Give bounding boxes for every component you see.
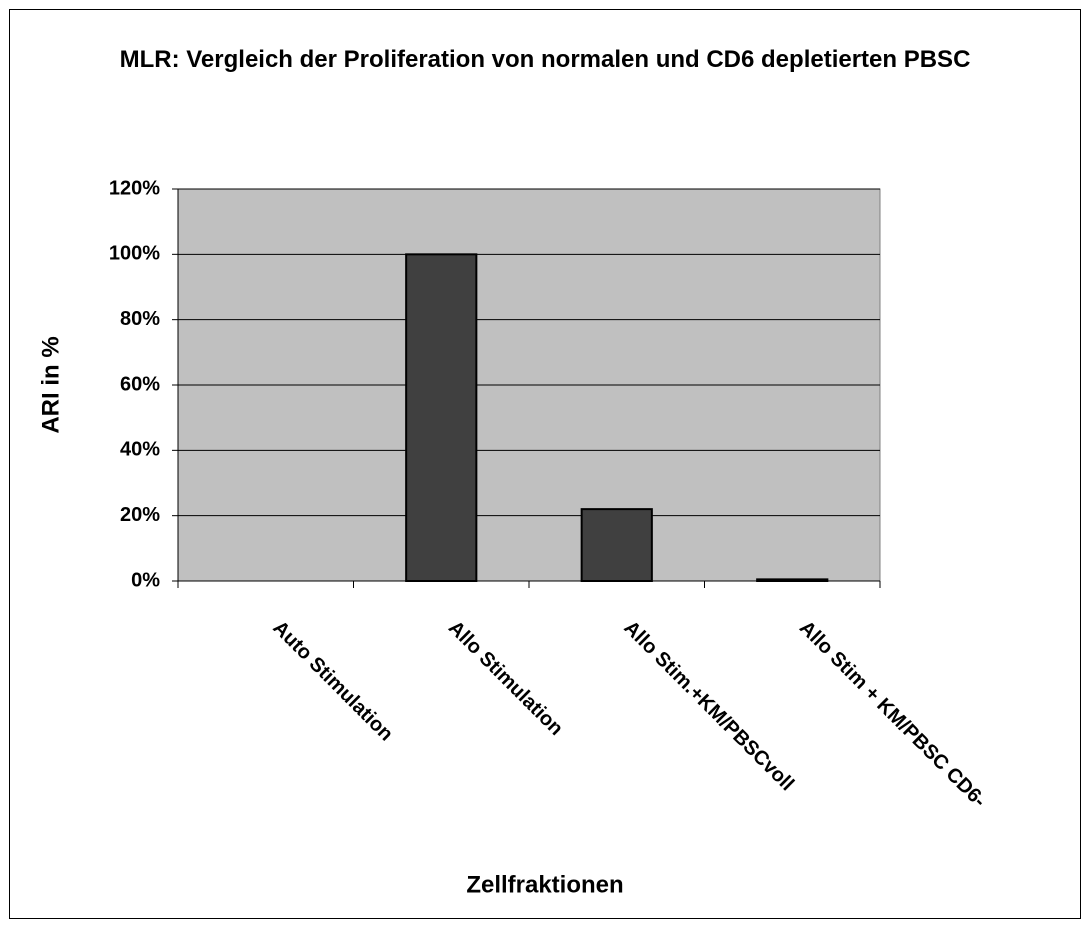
y-tick-label: 120% bbox=[109, 177, 160, 199]
bar bbox=[580, 508, 653, 582]
y-tick-label: 40% bbox=[120, 439, 160, 461]
y-tick-label: 100% bbox=[109, 243, 160, 265]
chart-title: MLR: Vergleich der Proliferation von nor… bbox=[119, 46, 971, 73]
y-tick-label: 60% bbox=[120, 373, 160, 395]
bar bbox=[756, 578, 829, 582]
y-axis-title: ARI in % bbox=[37, 336, 64, 433]
y-tick-label: 0% bbox=[131, 569, 160, 591]
x-axis-title: Zellfraktionen bbox=[466, 871, 623, 898]
y-tick-label: 80% bbox=[120, 308, 160, 330]
y-tick-label: 20% bbox=[120, 504, 160, 526]
bar bbox=[405, 253, 478, 582]
